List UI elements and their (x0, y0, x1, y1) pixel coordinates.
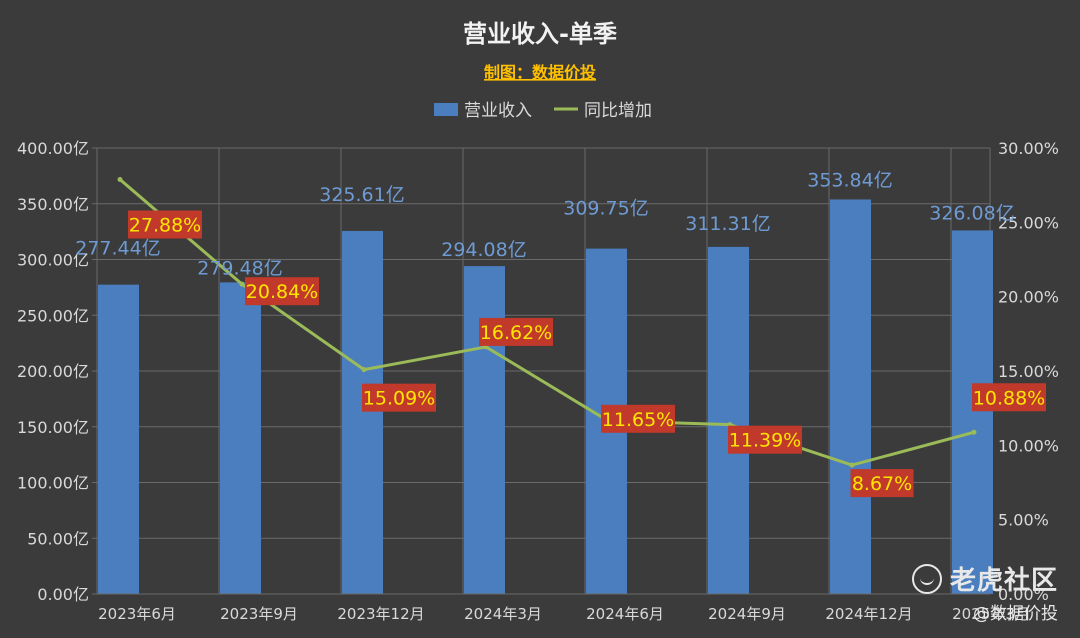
line-value-label: 27.88% (129, 215, 201, 237)
line-value-label: 10.88% (973, 387, 1045, 409)
bar-value-label: 294.08亿 (441, 239, 526, 261)
y-left-tick-label: 400.00亿 (17, 139, 89, 158)
line-label-box (728, 425, 802, 454)
bar (464, 266, 505, 594)
line-label-box (128, 210, 202, 239)
line-value-label: 16.62% (480, 322, 552, 344)
line-value-label: 11.65% (602, 409, 674, 431)
line-label-box (601, 404, 675, 433)
watermark-main-text: 老虎社区 (949, 566, 1058, 596)
bar-value-label: 279.48亿 (197, 257, 282, 279)
x-tick-label: 2024年9月 (708, 605, 786, 623)
legend-swatch-bar (434, 103, 458, 116)
y-left-tick-label: 200.00亿 (17, 362, 89, 381)
y-right-tick-label: 10.00% (998, 436, 1059, 455)
watermark: 老虎社区 @数据价投 (911, 560, 1058, 624)
line-point (971, 429, 977, 435)
bar-value-label: 326.08亿 (929, 202, 1014, 224)
line-point (849, 462, 855, 468)
y-left-tick-label: 300.00亿 (17, 251, 89, 270)
line-point (361, 367, 367, 373)
chart-subtitle: 制图：数据价投 (484, 63, 596, 82)
chart-title: 营业收入-单季 (463, 20, 617, 48)
bar-value-label: 325.61亿 (319, 184, 404, 206)
legend-label-line: 同比增加 (584, 101, 652, 121)
bar (830, 199, 871, 595)
line-value-label: 11.39% (729, 430, 801, 452)
x-tick-label: 2024年3月 (464, 605, 542, 623)
x-tick-label: 2023年9月 (220, 605, 298, 623)
line-value-label: 15.09% (363, 388, 435, 410)
bar-value-label: 311.31亿 (685, 213, 770, 235)
line-point (117, 177, 123, 183)
line-point (239, 281, 245, 287)
line-label-box (245, 277, 319, 306)
watermark-sub: @数据价投 (973, 604, 1058, 624)
y-right-tick-label: 20.00% (998, 288, 1059, 307)
bar-value-label: 353.84亿 (807, 169, 892, 191)
y-left-tick-label: 50.00亿 (27, 529, 89, 548)
x-tick-label: 2024年6月 (586, 605, 664, 623)
y-right-tick-label: 15.00% (998, 362, 1059, 381)
x-tick-label: 2024年12月 (825, 605, 912, 623)
bar-value-label: 309.75亿 (563, 198, 648, 220)
x-tick-label: 2023年6月 (98, 605, 176, 623)
y-right-tick-label: 5.00% (998, 511, 1049, 530)
bar-value-label: 277.44亿 (75, 238, 160, 260)
line-label-box (362, 383, 436, 412)
watermark-main: 老虎社区 (911, 560, 1058, 597)
line-label-box (850, 469, 914, 498)
bar (342, 230, 383, 594)
y-left-tick-label: 100.00亿 (17, 474, 89, 493)
y-left-tick-label: 250.00亿 (17, 306, 89, 325)
y-right-tick-label: 0.00% (998, 585, 1049, 604)
line-label-box (479, 317, 553, 346)
y-right-tick-label: 25.00% (998, 213, 1059, 232)
y-left-tick-label: 150.00亿 (17, 418, 89, 437)
bar (708, 246, 749, 594)
y-left-tick-label: 0.00亿 (37, 585, 89, 604)
bar (220, 282, 261, 594)
line-value-label: 20.84% (246, 281, 318, 303)
x-tick-label: 2025年3月 (952, 605, 1030, 623)
y-left-tick-label: 350.00亿 (17, 195, 89, 214)
line-label-box (972, 383, 1046, 412)
legend-label-bar: 营业收入 (464, 101, 532, 121)
line-value-label: 8.67% (852, 473, 912, 495)
bar (952, 230, 993, 594)
x-tick-label: 2023年12月 (337, 605, 424, 623)
bar (98, 284, 139, 594)
tiger-logo-icon (911, 563, 942, 594)
y-right-tick-label: 30.00% (998, 139, 1059, 158)
